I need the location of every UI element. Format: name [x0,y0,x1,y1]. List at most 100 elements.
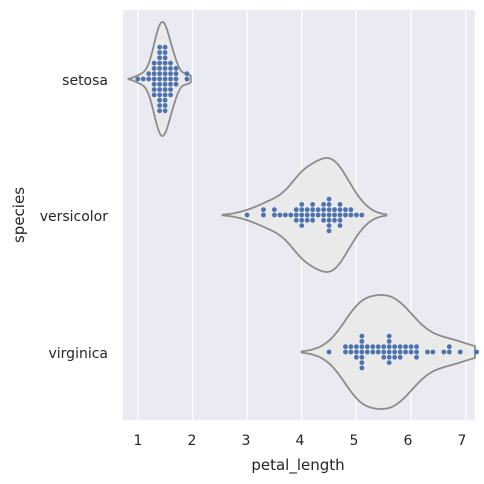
swarm-points [135,44,480,371]
swarm-point [381,349,387,355]
swarm-point [146,76,152,82]
swarm-point [386,349,392,355]
swarm-point [157,76,163,82]
swarm-point [293,212,299,218]
x-tick-label: 4 [296,433,305,449]
swarm-point [381,354,387,360]
swarm-point [293,207,299,213]
y-tick-label: versicolor [40,209,109,225]
swarm-point [162,97,168,103]
swarm-point [157,92,163,98]
swarm-point [157,97,163,103]
swarm-point [381,344,387,350]
swarm-point [244,212,250,218]
swarm-point [446,344,452,350]
swarm-point [157,108,163,114]
swarm-point [332,207,337,213]
swarm-point [157,81,163,87]
swarm-point [375,344,381,350]
swarm-point [359,333,365,339]
swarm-point [332,212,337,218]
swarm-point [162,66,168,71]
swarm-point [146,71,152,77]
swarm-point [364,349,370,355]
swarm-point [457,349,463,355]
swarm-point [430,349,436,355]
swarm-point [310,207,316,213]
watermark: DeepHub IMBA [361,455,467,469]
swarm-point [343,344,348,350]
swarm-point [337,223,343,229]
swarm-point [277,212,283,218]
swarm-point [157,87,163,92]
swarm-point [321,217,326,223]
swarm-point [353,354,359,360]
swarm-point [304,207,310,213]
swarm-point [353,349,359,355]
x-tick-label: 5 [350,433,359,449]
swarm-point [162,55,168,61]
swarm-point [261,207,266,213]
swarm-point [414,344,419,350]
swarm-point [162,103,168,108]
swarm-point [326,212,332,218]
swarm-point [157,50,163,55]
swarm-point [168,76,173,82]
swarm-point [386,354,392,360]
swarm-point [408,349,414,355]
swarm-point [337,202,343,207]
swarm-point [261,212,266,218]
swarm-point [414,349,419,355]
swarm-point [370,344,376,350]
x-tick-label: 7 [458,433,467,449]
swarm-point [288,212,294,218]
swarm-point [173,71,179,77]
swarm-point [353,212,359,218]
swarm-point [343,212,348,218]
swarm-point [135,76,141,82]
swarm-point [397,354,403,360]
y-tick-label: virginica [49,346,109,362]
swarm-point [157,60,163,66]
swarm-point [168,92,173,98]
swarm-point [151,60,157,66]
swarm-point [348,207,354,213]
swarm-point [414,354,419,360]
swarm-point [162,44,168,50]
swarm-point [315,207,321,213]
swarm-point [397,344,403,350]
swarm-point [321,212,326,218]
x-axis-title: petal_length [251,456,344,475]
swarm-point [332,217,337,223]
swarm-point [157,66,163,71]
swarm-point [446,349,452,355]
swarm-point [310,217,316,223]
swarm-point [168,81,173,87]
x-tick-label: 1 [134,433,143,449]
y-tick-labels: setosa versicolor virginica [40,73,109,362]
swarm-point [348,344,354,350]
swarm-point [343,207,348,213]
swarm-point [375,349,381,355]
swarm-point [425,349,430,355]
swarm-point [173,66,179,71]
swarm-point [326,217,332,223]
x-tick-label: 6 [404,433,413,449]
y-tick-label: setosa [62,73,108,89]
swarm-point [293,217,299,223]
swarm-point [321,207,326,213]
swarm-point [272,212,277,218]
violin-versicolor [221,157,388,273]
swarm-point [326,196,332,202]
swarm-point [299,207,305,213]
swarm-point [321,202,326,207]
swarm-point [310,212,316,218]
swarm-point [272,207,277,213]
swarm-point [408,344,414,350]
swarm-point [299,223,305,229]
swarm-point [168,66,173,71]
swarm-point [348,349,354,355]
swarm-point [162,87,168,92]
swarm-point [359,344,365,350]
swarm-point [359,349,365,355]
